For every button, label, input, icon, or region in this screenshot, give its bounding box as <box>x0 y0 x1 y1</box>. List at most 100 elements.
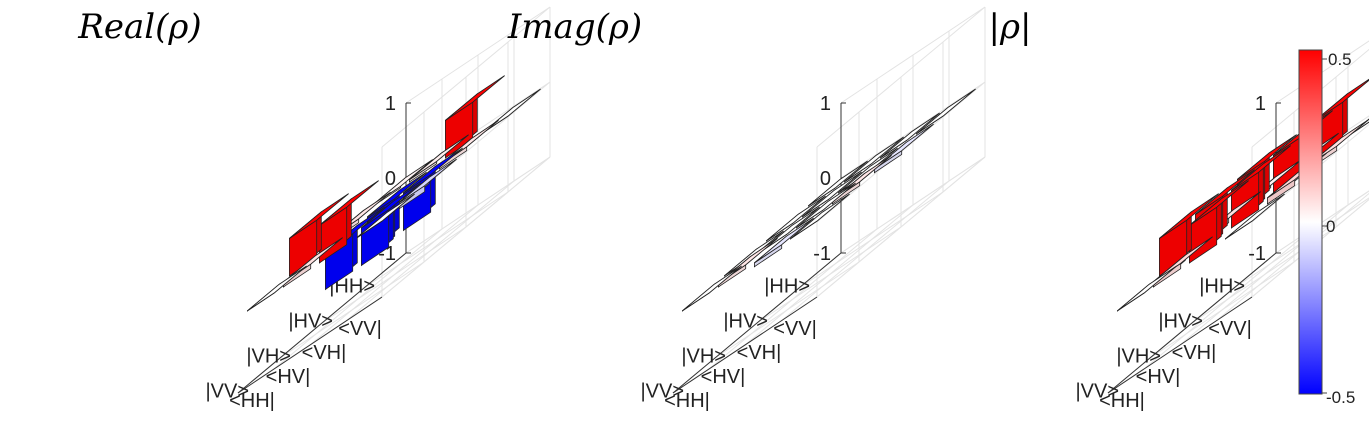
axis-rows <box>672 252 842 394</box>
gridline-floor <box>1251 198 1369 298</box>
gridline-floor <box>816 156 986 298</box>
bar-top <box>397 158 457 205</box>
bar-top <box>403 147 463 194</box>
col-label: <HV| <box>266 366 311 388</box>
bar-top <box>1117 265 1177 312</box>
axis-cols <box>1107 296 1253 394</box>
colorbar: 0.5 0 -0.5 <box>1298 49 1355 407</box>
bar-top <box>844 136 904 183</box>
bar-3d <box>766 195 826 242</box>
gridline-floor <box>840 156 986 254</box>
bar-3d <box>838 147 898 194</box>
bar-face-right <box>718 264 747 288</box>
z-tick-label: 0 <box>385 168 396 190</box>
bar-3d <box>1117 265 1177 312</box>
row-label: |VV> <box>640 381 684 403</box>
col-label: <HV| <box>701 366 746 388</box>
bar-top <box>1237 134 1297 180</box>
bar-top <box>916 88 976 135</box>
row-label: |HH> <box>764 276 810 298</box>
z-tick-label: 1 <box>820 93 831 115</box>
z-tick-label: -1 <box>1248 243 1266 265</box>
col-label: <VV| <box>338 318 382 340</box>
bar-top <box>1159 193 1219 239</box>
row-label: |HH> <box>329 276 375 298</box>
panel-title: Real(ρ) <box>77 7 201 47</box>
gridline-floor <box>345 180 515 322</box>
bar-3d <box>790 193 850 240</box>
row-label: |VV> <box>1075 381 1119 403</box>
gridline-floor <box>744 204 914 346</box>
gridline-floor <box>363 191 509 289</box>
bars <box>246 75 541 312</box>
col-label: <VV| <box>1208 318 1252 340</box>
bar-3d <box>682 265 742 312</box>
bar-3d <box>754 217 814 268</box>
row-label: |VH> <box>681 346 726 368</box>
bar-3d <box>802 171 862 218</box>
col-label: <HH| <box>229 390 275 412</box>
col-label: <VH| <box>737 342 782 364</box>
axis-cols <box>237 296 383 394</box>
gridline-floor <box>780 180 950 322</box>
bar-top <box>1315 78 1369 121</box>
bar-3d <box>408 134 469 183</box>
row-label: |VH> <box>246 346 291 368</box>
bar-top <box>445 75 505 121</box>
bar-top <box>1195 169 1255 215</box>
bar-top <box>355 193 415 240</box>
bar-3d <box>1225 193 1285 240</box>
col-label: <HH| <box>1099 390 1145 412</box>
z-tick-label: 0 <box>820 168 831 190</box>
z-tick-label: -1 <box>813 243 831 265</box>
gridline-floor <box>405 156 551 254</box>
back-walls <box>672 6 986 394</box>
bar-top <box>409 134 469 181</box>
axis-cols <box>672 296 818 394</box>
bar-3d <box>444 75 505 159</box>
bar-top <box>319 180 379 226</box>
row-label: |VV> <box>205 381 249 403</box>
bar-top <box>373 159 433 205</box>
bar-top <box>766 195 826 242</box>
gridline-floor <box>309 204 479 346</box>
panel-real: Real(ρ)10-1|HH>|HV>|VH>|VV><HH|<HV|<VH|<… <box>77 6 551 412</box>
col-label: <VH| <box>1172 342 1217 364</box>
z-tick-label: 1 <box>1255 93 1266 115</box>
panel-abs: |ρ| 1 0 -1|HH> |HV> |VH> |VV><HH|<HV|<VH|<VV| <box>989 7 1369 412</box>
gridline-floor <box>381 156 551 298</box>
axis-rows <box>237 252 407 394</box>
bar-top <box>289 193 349 239</box>
colorbar-gradient <box>1298 49 1323 395</box>
bar-top <box>247 265 307 312</box>
bar-3d <box>880 112 940 159</box>
row-label: |HV> <box>723 311 768 333</box>
bar-3d <box>874 123 934 174</box>
panel-imag: Imag(ρ) 1 0 -1|HH> |HV> |VH> |VV><HH|<HV|<VH|<… <box>507 6 986 412</box>
bar-3d <box>1231 145 1291 229</box>
col-label: <VH| <box>302 342 347 364</box>
colorbar-tick-min: -0.5 <box>1326 388 1355 407</box>
bar-top <box>754 217 814 264</box>
bar-top <box>1189 180 1249 226</box>
bar-3d <box>808 160 868 207</box>
bar-3d <box>844 136 904 183</box>
row-label: |VH> <box>1116 346 1161 368</box>
bar-top <box>790 193 850 240</box>
row-label: |HV> <box>1158 311 1203 333</box>
gridline-floor <box>798 191 944 289</box>
bar-top <box>880 112 940 159</box>
col-label: <HV| <box>1136 366 1181 388</box>
bar-top <box>1231 145 1291 191</box>
panel-title: |ρ| <box>989 7 1032 47</box>
bar-top <box>802 171 862 218</box>
bar-top <box>808 160 868 207</box>
bar-3d <box>916 88 976 135</box>
bars <box>1117 78 1369 312</box>
row-label: |HV> <box>288 311 333 333</box>
bar-top <box>682 265 742 312</box>
bar-top <box>1225 193 1285 240</box>
panel-title: Imag(ρ) <box>507 7 642 47</box>
bar-top <box>838 147 898 194</box>
